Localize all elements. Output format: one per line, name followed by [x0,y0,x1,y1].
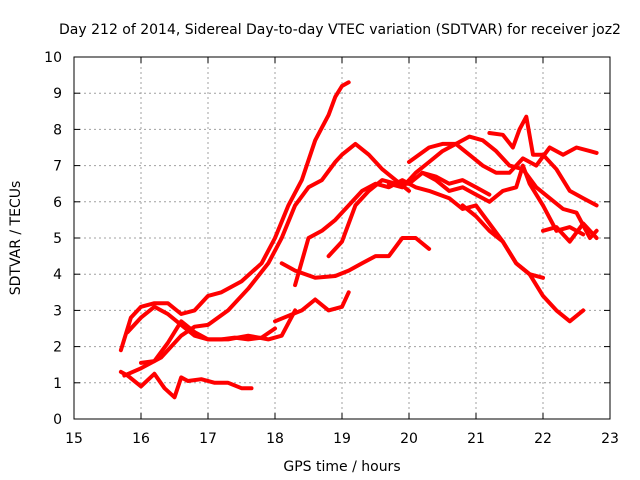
y-tick-label: 5 [53,231,62,247]
series-track-o [541,221,599,244]
x-tick-label: 20 [400,431,418,447]
y-tick-label: 4 [53,267,62,283]
x-tick-label: 19 [333,431,351,447]
x-tick-label: 15 [65,431,83,447]
y-axis-ticks: 0 1 2 3 4 5 6 7 8 9 10 [44,50,610,428]
y-tick-label: 9 [53,86,62,102]
series-track-g [279,236,432,280]
y-axis-title: SDTVAR / TECUs [8,181,24,296]
x-tick-label: 17 [199,431,217,447]
series-track-c [122,141,411,378]
y-tick-label: 3 [53,303,62,319]
series-track-h [293,178,545,288]
x-tick-label: 22 [534,431,552,447]
series-track-n [460,203,586,324]
series-track-e [139,308,298,365]
x-tick-label: 23 [601,431,619,447]
y-tick-label: 6 [53,195,62,211]
series-track-b [118,80,351,353]
y-tick-label: 1 [53,376,62,392]
x-axis-title: GPS time / hours [283,459,400,475]
series-track-a [118,369,254,400]
x-tick-label: 16 [132,431,150,447]
y-tick-label: 7 [53,159,62,175]
series-track-j [386,134,599,240]
y-tick-label: 2 [53,340,62,356]
series-track-i [326,170,492,259]
x-tick-label: 18 [266,431,284,447]
series-layer [118,80,599,400]
y-tick-label: 0 [53,412,62,428]
x-tick-label: 21 [467,431,485,447]
series-track-m [487,114,599,208]
x-axis-ticks: 15 16 17 18 19 20 21 22 23 [65,57,619,447]
y-tick-label: 10 [44,50,62,66]
chart-title: Day 212 of 2014, Sidereal Day-to-day VTE… [59,22,621,38]
series-track-f [273,290,351,324]
y-tick-label: 8 [53,122,62,138]
series-track-l [407,141,599,175]
